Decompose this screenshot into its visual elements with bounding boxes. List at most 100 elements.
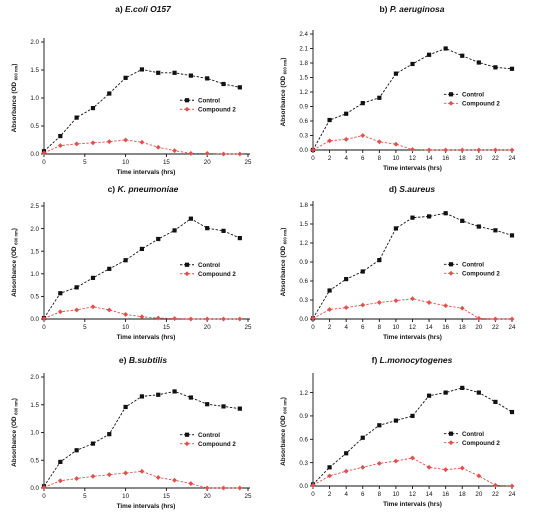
data-point [509, 483, 515, 489]
chart-title: b) P. aeruginosa [379, 4, 444, 14]
x-tick-label: 20 [475, 324, 482, 331]
y-tick-label: 0.0 [299, 316, 308, 323]
data-point [188, 481, 194, 487]
y-axis-label-end: ) [11, 398, 18, 400]
data-point [155, 474, 161, 480]
legend-marker [184, 106, 190, 112]
x-tick-label: 16 [442, 324, 449, 331]
y-axis-label-subscript: 600 nm [14, 65, 19, 80]
x-tick-label: 0 [311, 491, 315, 498]
y-tick-label: 0.0 [299, 483, 308, 490]
data-point [221, 228, 226, 233]
data-point [139, 394, 145, 399]
data-point [426, 214, 432, 219]
y-axis-label: Absorbance (OD 600 nm) [280, 228, 288, 297]
legend-marker [448, 431, 454, 436]
y-axis-label-subscript: 600 nm [14, 230, 19, 245]
x-tick-label: 10 [122, 493, 129, 500]
y-tick-label: 0.5 [30, 123, 39, 130]
y-axis-label: Absorbance (OD 600 nm) [11, 398, 19, 467]
x-tick-label: 22 [492, 155, 499, 162]
x-tick-label: 14 [426, 155, 433, 162]
chart-title-name: K. pneumoniae [117, 184, 178, 194]
chart-title-prefix: d) [389, 184, 399, 194]
y-tick-label: 0.3 [299, 297, 308, 304]
x-tick-label: 15 [163, 159, 170, 166]
x-tick-label: 5 [83, 159, 87, 166]
data-point [509, 66, 515, 71]
data-point [139, 67, 145, 72]
data-point [376, 139, 382, 145]
x-tick-label: 20 [204, 159, 211, 166]
chart-title-prefix: c) [108, 184, 118, 194]
data-point [74, 307, 80, 313]
legend-label: Control [198, 97, 220, 104]
data-point [237, 406, 242, 411]
y-tick-label: 0.6 [299, 278, 308, 285]
data-point [393, 298, 399, 304]
x-tick-label: 2 [328, 491, 332, 498]
y-axis-label-subscript: 600 nm [283, 399, 288, 414]
legend-marker [184, 262, 190, 267]
x-tick-label: 22 [492, 491, 499, 498]
data-point [58, 291, 63, 296]
x-tick-label: 0 [42, 159, 46, 166]
series-line-2 [312, 457, 513, 487]
data-point [426, 464, 432, 470]
x-tick-label: 10 [122, 159, 129, 166]
data-point [139, 246, 145, 252]
x-tick-label: 0 [42, 493, 46, 500]
x-tick-label: 18 [459, 155, 466, 162]
data-point [90, 105, 96, 111]
data-point [476, 224, 481, 229]
y-tick-label: 0.9 [299, 259, 308, 266]
y-tick-label: 1.2 [299, 390, 308, 397]
y-axis-label-end: ) [280, 58, 287, 60]
data-point [106, 472, 112, 478]
data-point [492, 316, 498, 322]
x-tick-label: 24 [509, 491, 516, 498]
legend-entry: Compound 2 [180, 106, 236, 113]
y-tick-label: 0.5 [30, 294, 39, 301]
data-point [493, 228, 498, 233]
y-tick-label: 1.2 [299, 240, 308, 247]
data-point [74, 285, 79, 290]
data-point [221, 316, 227, 322]
data-point [376, 300, 382, 306]
data-point [237, 85, 242, 90]
y-axis-label-main: Absorbance (OD [280, 74, 287, 126]
data-point [221, 81, 226, 87]
data-point [310, 315, 316, 321]
x-tick-label: 10 [392, 155, 399, 162]
data-point [410, 215, 415, 220]
data-point [106, 307, 112, 313]
y-axis-label: Absorbance (OD 600 nm) [280, 397, 288, 466]
data-point [156, 392, 161, 397]
data-point [123, 404, 128, 410]
legend-marker [448, 270, 454, 276]
y-tick-label: 1.8 [299, 60, 308, 67]
y-tick-label: 1.5 [30, 67, 39, 74]
y-tick-label: 0.5 [30, 457, 39, 464]
legend-entry: Control [180, 262, 220, 269]
x-tick-label: 18 [459, 324, 466, 331]
legend-label: Control [462, 261, 484, 268]
data-point [509, 233, 515, 238]
data-point [237, 485, 243, 491]
y-axis-label-subscript: 600 nm [283, 59, 288, 74]
y-axis-label-end: ) [11, 228, 18, 230]
x-tick-label: 14 [426, 491, 433, 498]
x-tick-label: 18 [459, 491, 466, 498]
x-axis-label: Time intervals (hrs) [117, 503, 176, 510]
data-point [204, 316, 210, 322]
data-point [74, 448, 79, 453]
data-point [41, 484, 47, 490]
data-point [460, 218, 465, 223]
legend-marker [448, 100, 454, 106]
x-tick-label: 14 [426, 324, 433, 331]
data-point [426, 52, 432, 57]
data-point [90, 473, 96, 479]
legend-marker [448, 92, 454, 97]
data-point [237, 316, 243, 322]
data-point [443, 303, 449, 309]
